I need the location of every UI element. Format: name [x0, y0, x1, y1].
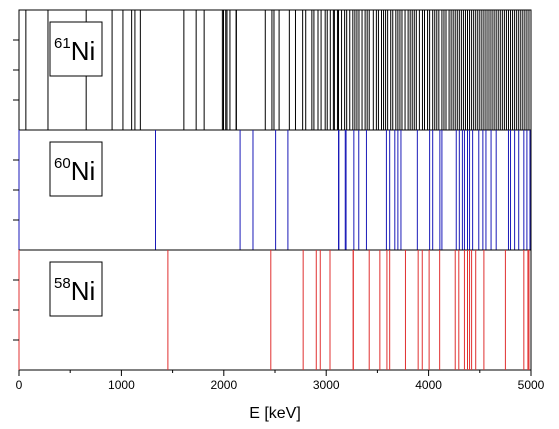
element-symbol: Ni: [71, 156, 96, 186]
x-tick-label: 1000: [108, 378, 135, 392]
panel-61-ni: 61Ni: [13, 9, 532, 131]
x-tick-label: 2000: [210, 378, 237, 392]
panel-60-ni: 60Ni: [13, 129, 532, 251]
x-tick-label: 0: [16, 378, 23, 392]
nuclide-label-box: [49, 21, 103, 77]
nuclide-label: 60Ni: [54, 155, 95, 186]
element-symbol: Ni: [71, 276, 96, 306]
nuclide-label: 58Ni: [54, 275, 95, 306]
mass-number: 61: [54, 35, 71, 52]
x-tick-label: 4000: [415, 378, 442, 392]
x-tick-label: 3000: [313, 378, 340, 392]
panel-58-ni: 58Ni: [13, 249, 532, 371]
mass-number: 58: [54, 275, 71, 292]
mass-number: 60: [54, 155, 71, 172]
x-axis: 0 1000 2000 3000 4000 5000: [16, 370, 545, 392]
x-tick-label: 5000: [518, 378, 545, 392]
nuclide-label-box: [49, 261, 103, 317]
x-axis-title: E [keV]: [249, 405, 301, 422]
nuclide-label: 61Ni: [54, 35, 95, 66]
element-symbol: Ni: [71, 36, 96, 66]
nuclide-label-box: [49, 141, 103, 197]
